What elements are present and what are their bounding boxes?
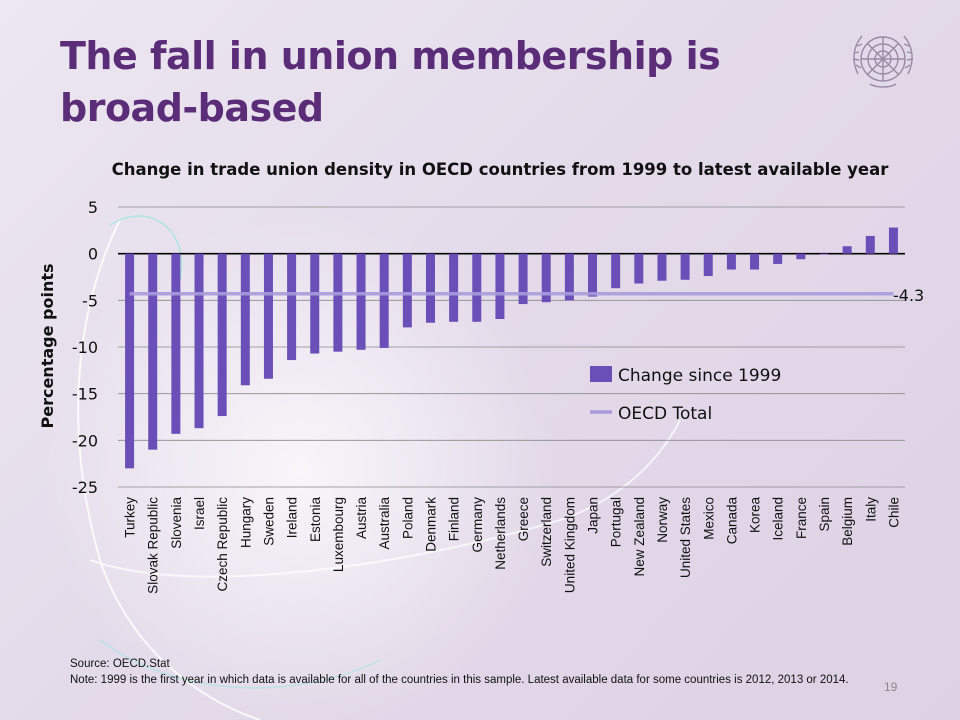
bar	[611, 253, 621, 289]
x-tick-label: Denmark	[423, 497, 438, 552]
bar	[495, 253, 505, 319]
x-tick-label: Austria	[354, 497, 369, 540]
x-tick-label: Japan	[586, 497, 601, 534]
x-tick-label: Iceland	[771, 497, 786, 541]
x-tick-label: Poland	[400, 497, 415, 539]
x-tick-label: Norway	[655, 497, 670, 543]
bar	[356, 253, 366, 350]
source-note: Source: OECD.Stat Note: 1999 is the firs…	[70, 656, 870, 688]
oecd-total-line-group: -4.3	[129, 286, 924, 305]
x-tick-label: Italy	[863, 497, 878, 522]
bar	[240, 253, 250, 386]
y-tick-label: -25	[72, 478, 98, 497]
y-axis-title: Percentage points	[38, 263, 57, 428]
bar	[449, 253, 459, 322]
y-tick-label: 5	[88, 198, 98, 217]
bar	[773, 253, 783, 264]
bars	[125, 227, 898, 469]
legend-swatch-bars	[590, 366, 612, 382]
x-tick-label: Slovak Republic	[146, 497, 161, 594]
bar	[379, 253, 389, 348]
x-tick-label: Czech Republic	[215, 497, 230, 592]
bar	[472, 253, 482, 322]
x-tick-label: Hungary	[238, 497, 253, 548]
bar	[333, 253, 343, 352]
x-tick-label: Slovenia	[169, 497, 184, 549]
x-tick-label: Sweden	[261, 497, 276, 546]
y-tick-label: -10	[72, 338, 98, 357]
x-tick-label: Chile	[886, 497, 901, 528]
x-tick-label: Australia	[377, 497, 392, 550]
x-tick-label: France	[794, 497, 809, 539]
bar	[657, 253, 667, 281]
bar	[888, 227, 898, 254]
x-tick-label: Switzerland	[539, 497, 554, 567]
bar	[263, 253, 273, 379]
bar	[402, 253, 412, 328]
bar	[865, 235, 875, 254]
source-text: Source: OECD.Stat	[70, 658, 170, 670]
legend: Change since 1999 OECD Total	[590, 366, 781, 424]
chart-title: Change in trade union density in OECD co…	[111, 160, 889, 179]
x-tick-label: Canada	[724, 497, 739, 545]
bar	[588, 253, 598, 297]
x-tick-label: Korea	[748, 497, 763, 534]
x-tick-label: Germany	[470, 497, 485, 553]
bar	[726, 253, 736, 270]
bar	[703, 253, 713, 277]
bar	[819, 253, 829, 255]
bar	[518, 253, 528, 305]
bar	[796, 253, 806, 260]
bar-chart: 5 0 -5 -10 -15 -20 -25 Turkey Slovak Republic Sl…	[38, 198, 924, 594]
y-tick-label: 0	[88, 245, 98, 264]
x-tick-label: Turkey	[123, 497, 138, 538]
x-tick-label: Portugal	[609, 497, 624, 547]
x-tick-label: Netherlands	[493, 497, 508, 570]
page-number: 19	[884, 680, 898, 694]
x-tick-label: United Kingdom	[562, 497, 577, 593]
bar	[634, 253, 644, 284]
x-tick-label: Greece	[516, 497, 531, 541]
x-tick-label: Belgium	[840, 497, 855, 546]
x-tick-label: United States	[678, 497, 693, 578]
legend-label-line: OECD Total	[618, 404, 712, 424]
gridlines	[118, 206, 905, 488]
oecd-total-value-label: -4.3	[893, 286, 924, 305]
y-tick-label: -15	[72, 385, 98, 404]
x-tick-label: Spain	[817, 497, 832, 532]
bar	[310, 253, 320, 354]
bar	[125, 253, 135, 469]
x-axis-labels: Turkey Slovak Republic Slovenia Israel Czech…	[123, 497, 902, 594]
bar	[541, 253, 551, 303]
bar	[171, 253, 181, 434]
bar	[750, 253, 760, 270]
y-axis-ticks: 5 0 -5 -10 -15 -20 -25	[72, 198, 98, 497]
x-tick-label: New Zealand	[632, 497, 647, 577]
x-tick-label: Mexico	[701, 497, 716, 540]
note-text: Note: 1999 is the first year in which da…	[70, 674, 849, 686]
un-emblem-icon	[852, 35, 914, 88]
x-tick-label: Israel	[192, 497, 207, 530]
slide-title: The fall in union membership is broad-ba…	[60, 34, 721, 130]
bar	[842, 246, 852, 254]
y-tick-label: -20	[72, 431, 98, 450]
bar	[287, 253, 297, 361]
y-tick-label: -5	[82, 291, 98, 310]
bar	[194, 253, 204, 429]
legend-label-bars: Change since 1999	[618, 366, 781, 386]
bar	[425, 253, 435, 323]
bar	[148, 253, 158, 450]
x-tick-label: Ireland	[285, 497, 300, 538]
bar	[564, 253, 574, 301]
bar	[217, 253, 227, 417]
x-tick-label: Luxembourg	[331, 497, 346, 572]
x-tick-label: Finland	[447, 497, 462, 541]
x-tick-label: Estonia	[308, 497, 323, 543]
bar	[680, 253, 690, 280]
